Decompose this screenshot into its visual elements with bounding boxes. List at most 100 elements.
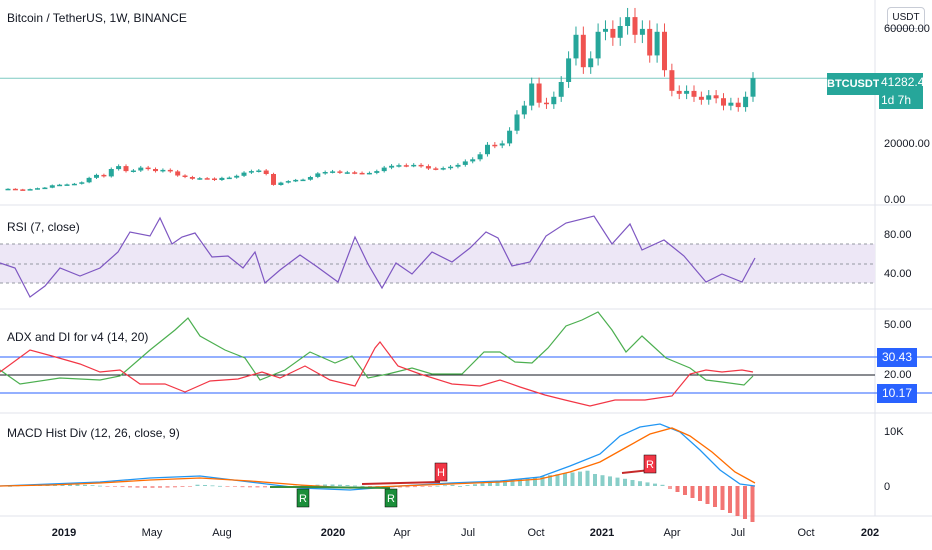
macd-hist-bar-59 [450, 484, 455, 486]
candle-body-47 [352, 172, 358, 174]
adx-axis-50: 50.00 [884, 319, 912, 331]
macd-hist-bar-62 [473, 484, 477, 486]
currency-button[interactable]: USDT [887, 7, 925, 29]
macd-hist-bar-95 [720, 486, 725, 510]
macd-hist-bar-79 [600, 475, 605, 486]
macd-hist-bar-64 [488, 482, 492, 486]
macd-hist-bar-61 [465, 485, 470, 486]
candle-body-96 [713, 95, 719, 99]
candle-body-101 [750, 78, 756, 97]
last-price-box: 41282.47 1d 7h [879, 73, 931, 109]
macd-hist-bar-22 [173, 486, 177, 488]
macd-hist-bar-96 [728, 486, 732, 513]
candle-body-15 [116, 166, 122, 170]
time-axis-label-1: May [141, 527, 163, 539]
adx-lower-level-tag: 10.17 [877, 384, 917, 403]
macd-hist-bar-81 [615, 477, 620, 486]
candle-body-62 [462, 161, 468, 165]
divergence-marker-1 [643, 454, 657, 474]
candle-body-16 [123, 166, 129, 172]
macd-hist-bar-75 [570, 472, 575, 486]
macd-hist-bar-45 [345, 485, 350, 486]
candle-body-77 [573, 34, 579, 59]
macd-hist-bar-83 [630, 480, 635, 486]
candle-body-11 [86, 177, 92, 183]
candle-body-71 [529, 83, 535, 106]
candle-body-3 [27, 189, 33, 191]
candle-body-6 [49, 185, 55, 188]
time-axis-label-0: 2019 [51, 527, 77, 539]
divergence-marker-label-3: R [387, 493, 395, 505]
macd-hist-bar-24 [188, 486, 192, 487]
time-axis-label-6: Oct [527, 527, 545, 539]
candle-body-2 [20, 189, 26, 191]
macd-hist-bar-12 [98, 485, 102, 487]
candle-body-8 [64, 184, 70, 186]
candle-body-84 [625, 17, 631, 26]
candle-body-83 [617, 26, 623, 38]
candle-body-72 [536, 83, 542, 103]
macd-hist-bar-9 [75, 484, 80, 486]
candle-body-75 [558, 82, 564, 97]
macd-hist-bar-42 [323, 484, 327, 486]
bearish-divergence-line-0 [361, 481, 441, 485]
candle-body-18 [138, 167, 144, 171]
time-axis-label-10: Oct [797, 527, 815, 539]
symbol-title: Bitcoin / TetherUS, 1W, BINANCE [7, 11, 187, 25]
candle-body-32 [241, 172, 247, 176]
macd-hist-bar-32 [248, 486, 252, 488]
di-plus-line [0, 311, 754, 386]
candle-body-85 [632, 17, 638, 35]
price-axis-label-high: 60000.00 [884, 23, 930, 35]
macd-hist-bar-11 [90, 485, 95, 486]
adx-upper-level-tag: 30.43 [877, 348, 917, 367]
macd-hist-bar-13 [105, 486, 110, 487]
divergence-marker-3 [384, 488, 398, 508]
candle-body-88 [654, 31, 660, 56]
macd-hist-bar-56 [428, 486, 432, 487]
candle-body-40 [300, 179, 306, 182]
candle-body-86 [639, 28, 645, 35]
macd-hist-bar-55 [420, 486, 425, 487]
candle-body-24 [182, 175, 188, 177]
time-axis-label-7: 2021 [589, 527, 615, 539]
candle-body-14 [108, 169, 114, 177]
candle-body-67 [499, 143, 505, 146]
macd-hist-bar-20 [158, 486, 162, 488]
macd-hist-bar-17 [135, 486, 140, 488]
macd-hist-bar-99 [750, 486, 755, 522]
divergence-marker-0 [434, 462, 448, 482]
candle-body-26 [197, 178, 203, 180]
macd-axis-10k: 10K [884, 426, 904, 438]
candle-body-19 [145, 167, 151, 170]
rsi-title[interactable]: RSI (7, close) [7, 220, 80, 234]
candle-body-78 [580, 34, 586, 68]
macd-hist-bar-77 [585, 470, 590, 486]
candle-body-13 [101, 174, 107, 177]
di-minus-line [0, 341, 754, 407]
candle-body-56 [418, 164, 424, 167]
candle-body-100 [743, 96, 749, 108]
macd-hist-bar-47 [360, 485, 365, 487]
candle-body-95 [706, 95, 712, 100]
adx-title[interactable]: ADX and DI for v4 (14, 20) [7, 330, 149, 344]
candle-body-37 [278, 182, 284, 185]
candle-body-94 [698, 96, 704, 100]
candle-body-64 [477, 154, 483, 160]
macd-hist-bar-23 [180, 486, 185, 487]
macd-hist-bar-85 [645, 482, 650, 486]
macd-hist-bar-46 [353, 485, 357, 487]
candle-body-97 [721, 98, 726, 106]
macd-hist-bar-94 [713, 486, 717, 507]
candle-body-73 [544, 102, 549, 105]
candle-body-41 [307, 177, 313, 180]
macd-hist-bar-60 [458, 486, 462, 487]
macd-title[interactable]: MACD Hist Div (12, 26, close, 9) [7, 426, 180, 440]
candle-body-57 [425, 166, 431, 169]
candle-body-45 [337, 171, 343, 173]
candle-body-87 [647, 28, 653, 56]
candle-body-53 [396, 165, 402, 167]
macd-hist-bar-67 [510, 479, 515, 486]
time-axis-label-11: 202 [860, 527, 880, 539]
